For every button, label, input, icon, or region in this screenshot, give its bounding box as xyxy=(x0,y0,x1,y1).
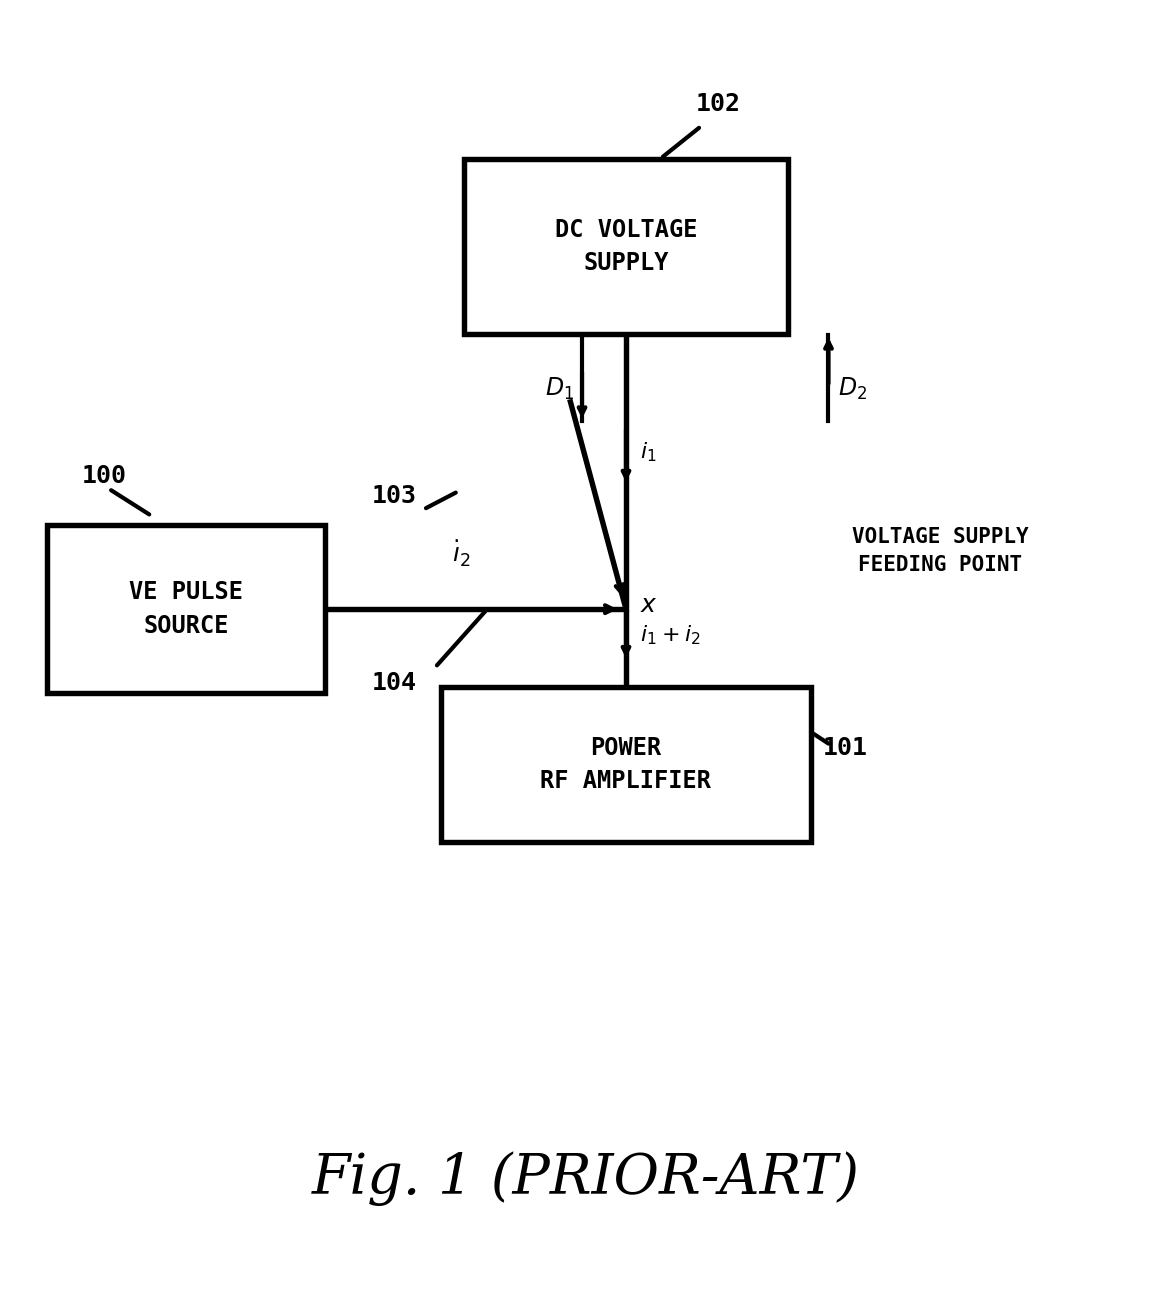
Text: $i_1$: $i_1$ xyxy=(639,441,657,465)
Text: 103: 103 xyxy=(371,484,417,508)
Text: DC VOLTAGE
SUPPLY: DC VOLTAGE SUPPLY xyxy=(555,217,697,275)
Text: POWER
RF AMPLIFIER: POWER RF AMPLIFIER xyxy=(541,736,712,793)
Text: VOLTAGE SUPPLY
FEEDING POINT: VOLTAGE SUPPLY FEEDING POINT xyxy=(851,528,1028,575)
Text: $D_1$: $D_1$ xyxy=(545,376,574,402)
FancyBboxPatch shape xyxy=(464,160,788,334)
Text: 102: 102 xyxy=(696,92,740,117)
Text: 100: 100 xyxy=(82,463,128,488)
Text: $i_1 + i_2$: $i_1 + i_2$ xyxy=(639,623,700,647)
FancyBboxPatch shape xyxy=(48,525,326,694)
Text: $\dot{\imath}_2$: $\dot{\imath}_2$ xyxy=(452,538,471,568)
Text: $x$: $x$ xyxy=(639,593,658,618)
FancyBboxPatch shape xyxy=(440,687,812,842)
Text: Fig. 1 (PRIOR-ART): Fig. 1 (PRIOR-ART) xyxy=(311,1152,860,1207)
Text: 101: 101 xyxy=(823,736,868,759)
Text: 104: 104 xyxy=(371,672,417,695)
Text: $D_2$: $D_2$ xyxy=(837,376,867,402)
Text: VE PULSE
SOURCE: VE PULSE SOURCE xyxy=(129,580,244,637)
